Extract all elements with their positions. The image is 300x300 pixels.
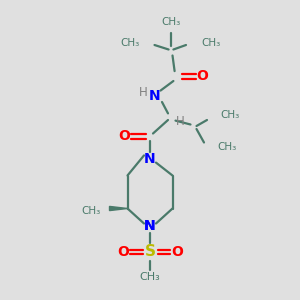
Text: H: H [176,115,185,128]
Text: CH₃: CH₃ [201,38,220,49]
Text: O: O [196,70,208,83]
Text: S: S [145,244,155,260]
Text: N: N [144,152,156,166]
Polygon shape [110,206,128,211]
Text: N: N [144,220,156,233]
Text: CH₃: CH₃ [120,38,140,49]
Text: CH₃: CH₃ [218,142,237,152]
Text: H: H [139,86,148,100]
Text: CH₃: CH₃ [140,272,160,283]
Text: O: O [171,245,183,259]
Text: O: O [117,245,129,259]
Text: O: O [118,130,130,143]
Text: N: N [149,89,160,103]
Text: CH₃: CH₃ [161,17,181,27]
Text: N: N [144,220,156,233]
Text: CH₃: CH₃ [81,206,101,217]
Text: CH₃: CH₃ [220,110,240,121]
